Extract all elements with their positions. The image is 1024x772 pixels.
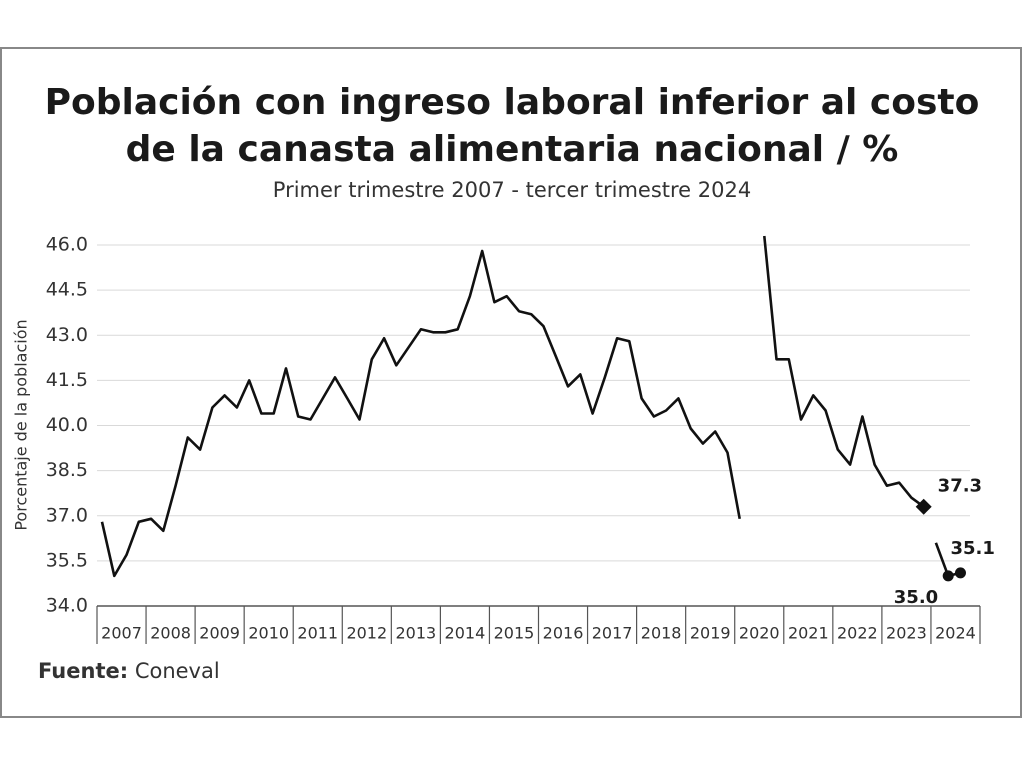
x-tick-label: 2012	[346, 624, 387, 643]
y-tick-label: 38.5	[46, 459, 88, 481]
x-tick-label: 2011	[297, 624, 338, 643]
y-tick-label: 35.5	[46, 549, 88, 571]
subtitle: Primer trimestre 2007 - tercer trimestre…	[273, 178, 751, 202]
x-tick-label: 2023	[886, 624, 927, 643]
source: Fuente: Coneval	[38, 659, 220, 683]
data-label: 35.0	[894, 587, 938, 608]
data-label: 37.3	[938, 476, 982, 497]
y-tick-label: 44.5	[46, 279, 88, 301]
y-tick-label: 37.0	[46, 504, 88, 526]
x-tick-label: 2022	[837, 624, 878, 643]
source-name: Coneval	[135, 659, 220, 683]
x-tick-label: 2016	[543, 624, 584, 643]
y-tick-label: 40.0	[46, 414, 88, 436]
marker	[954, 567, 966, 579]
x-tick-label: 2014	[445, 624, 486, 643]
x-tick-label: 2017	[592, 624, 633, 643]
line	[100, 235, 925, 578]
chart-title: de la canasta alimentaria nacional / %	[126, 129, 899, 170]
marker	[915, 498, 932, 515]
x-tick-label: 2010	[248, 624, 289, 643]
x-tick-label: 2020	[739, 624, 780, 643]
x-tick-label: 2021	[788, 624, 829, 643]
y-tick-label: 34.0	[46, 595, 88, 617]
x-tick-label: 2018	[641, 624, 682, 643]
source-label: Fuente:	[38, 659, 128, 683]
y-axis-label: Porcentaje de la población	[12, 319, 31, 530]
y-tick-label: 46.0	[46, 234, 88, 256]
x-tick-label: 2024	[935, 624, 976, 643]
y-tick-label: 43.0	[46, 324, 88, 346]
x-tick-label: 2009	[199, 624, 240, 643]
x-tick-label: 2013	[396, 624, 437, 643]
x-tick-label: 2008	[150, 624, 191, 643]
chart-title: Población con ingreso laboral inferior a…	[45, 82, 980, 123]
y-tick-label: 41.5	[46, 369, 88, 391]
marker	[942, 570, 954, 582]
x-tick-label: 2019	[690, 624, 731, 643]
x-tick-label: 2015	[494, 624, 535, 643]
x-tick-label: 2007	[101, 624, 142, 643]
data-label: 35.1	[950, 538, 994, 559]
